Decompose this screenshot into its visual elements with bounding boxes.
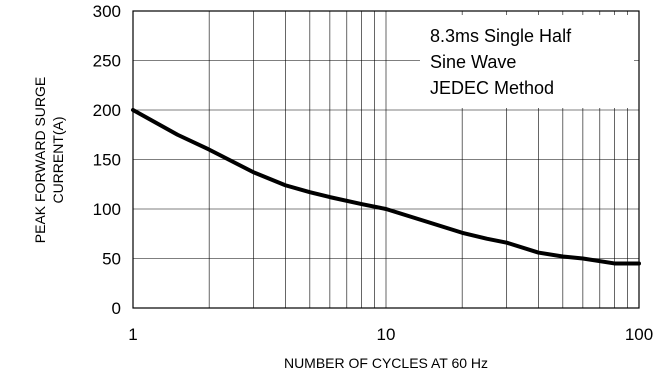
y-axis-label-line-1: PEAK FORWARD SURGE (32, 77, 48, 243)
annotation-line-2: Sine Wave (430, 52, 516, 72)
plot-frame (132, 10, 640, 309)
y-tick-label: 150 (93, 151, 121, 170)
y-tick-label: 250 (93, 52, 121, 71)
annotation-box (420, 15, 634, 108)
y-tick-label: 100 (93, 200, 121, 219)
x-tick-labels: 1 10 100 (128, 325, 653, 344)
x-axis-label: NUMBER OF CYCLES AT 60 Hz (284, 355, 488, 371)
x-tick-label: 100 (625, 325, 653, 344)
surge-current-curve (131, 108, 641, 266)
x-tick-label: 10 (377, 325, 396, 344)
annotation-line-1: 8.3ms Single Half (430, 26, 572, 46)
y-tick-label: 300 (93, 2, 121, 21)
x-tick-label: 1 (128, 325, 137, 344)
annotation-line-3: JEDEC Method (430, 78, 554, 98)
curve-layer (131, 108, 641, 266)
y-tick-label: 0 (112, 299, 121, 318)
y-tick-label: 50 (102, 250, 121, 269)
y-axis-label-line-2: CURRENT(A) (50, 116, 66, 203)
y-tick-label: 200 (93, 101, 121, 120)
y-tick-labels: 0 50 100 150 200 250 300 (93, 2, 121, 318)
